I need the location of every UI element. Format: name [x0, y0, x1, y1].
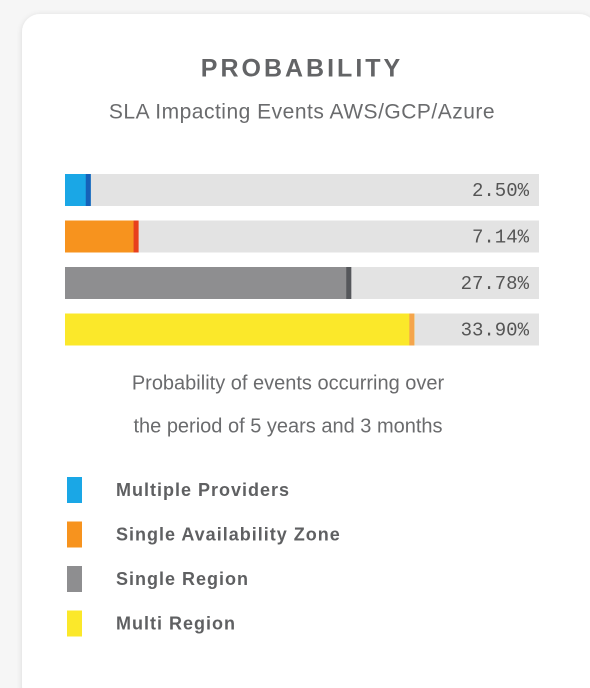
- legend-swatch: [67, 521, 82, 548]
- bar: [65, 313, 415, 346]
- chart-title: PROBABILITY: [201, 55, 403, 83]
- legend-label: Multi Region: [116, 613, 236, 633]
- bar: [65, 220, 139, 253]
- bar: [65, 267, 352, 299]
- value-label: 27.78%: [461, 273, 530, 295]
- legend-swatch: [67, 610, 82, 637]
- bar-track: [65, 174, 539, 206]
- note: the period of 5 years and 3 months: [133, 415, 442, 437]
- bar-edge: [409, 313, 415, 346]
- bar-edge: [346, 267, 352, 299]
- legend-label: Multiple Providers: [116, 480, 290, 500]
- bar-edge: [85, 174, 91, 206]
- note: Probability of events occurring over: [132, 372, 445, 394]
- legend-swatch: [67, 477, 82, 503]
- legend-label: Single Region: [116, 569, 249, 589]
- value-label: 7.14%: [472, 227, 530, 249]
- bar-track: [65, 220, 539, 253]
- legend-label: Single Availability Zone: [116, 524, 341, 544]
- value-label: 33.90%: [461, 320, 530, 342]
- legend-swatch: [67, 566, 82, 592]
- bar-edge: [133, 220, 139, 253]
- value-label: 2.50%: [472, 180, 530, 202]
- chart-subtitle: SLA Impacting Events AWS/GCP/Azure: [109, 101, 495, 124]
